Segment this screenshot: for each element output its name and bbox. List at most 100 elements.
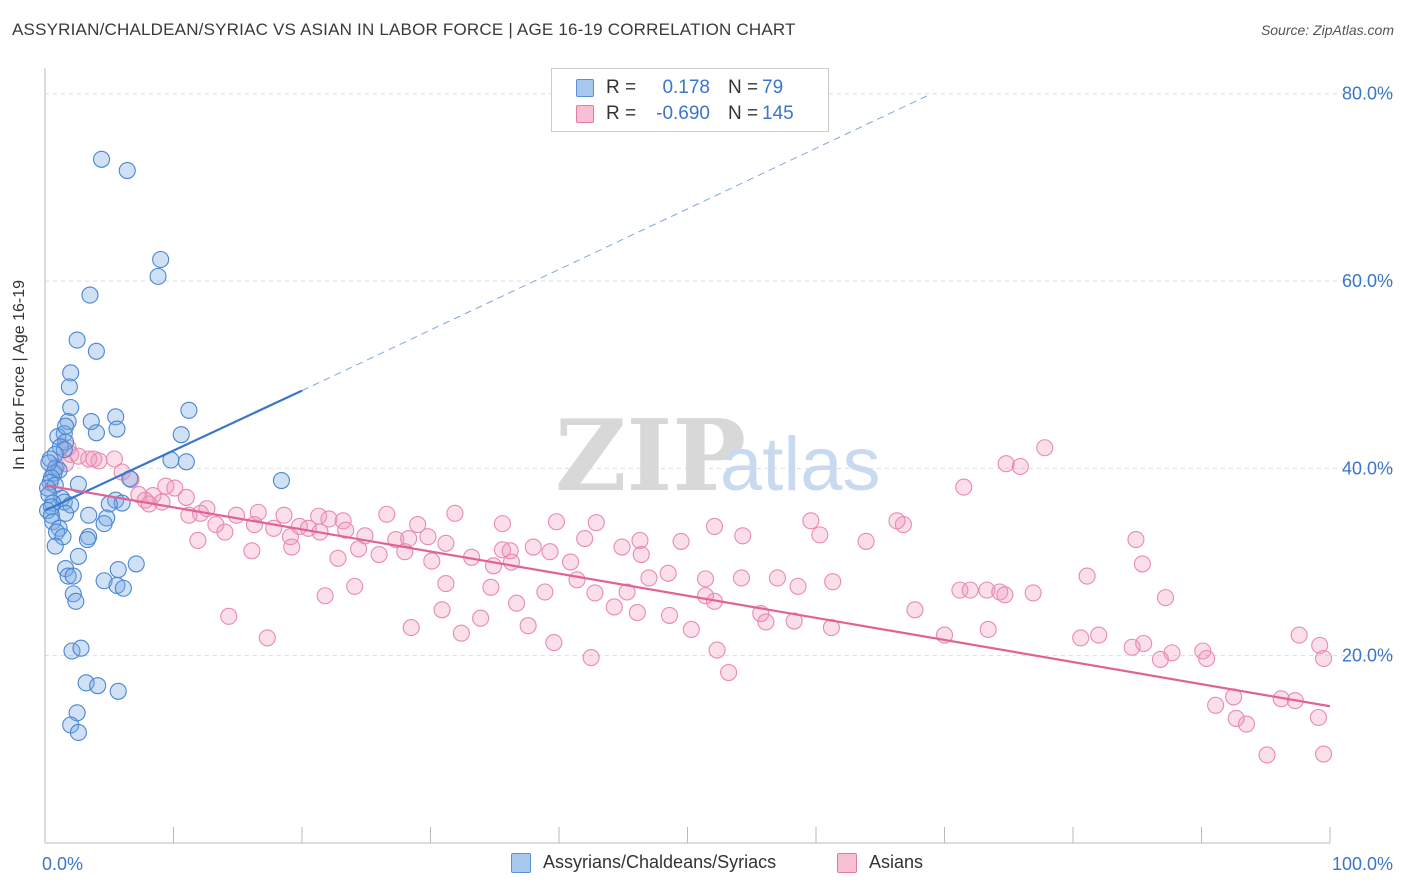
data-point-asians bbox=[245, 516, 264, 534]
legend-label-assyrians: Assyrians/Chaldeans/Syriacs bbox=[543, 852, 777, 872]
data-point-asians bbox=[189, 531, 207, 550]
data-point-asians bbox=[337, 521, 355, 539]
data-point-assyrians bbox=[127, 555, 145, 573]
data-point-assyrians bbox=[107, 408, 125, 426]
chart-title: ASSYRIAN/CHALDEAN/SYRIAC VS ASIAN IN LAB… bbox=[12, 20, 796, 39]
data-point-asians bbox=[536, 583, 554, 601]
data-point-asians bbox=[757, 613, 775, 631]
x-tick-labels: 0.0% 100.0% bbox=[42, 854, 1393, 874]
data-point-asians bbox=[545, 634, 563, 652]
data-point-asians bbox=[576, 530, 594, 548]
data-point-asians bbox=[1258, 746, 1276, 764]
data-point-assyrians bbox=[108, 420, 126, 438]
data-point-assyrians bbox=[81, 286, 99, 304]
data-point-assyrians bbox=[272, 471, 290, 490]
watermark-zip: ZIP bbox=[555, 399, 746, 514]
data-point-assyrians bbox=[95, 572, 113, 590]
data-point-asians bbox=[802, 512, 820, 530]
data-point-assyrians bbox=[62, 398, 80, 417]
data-point-asians bbox=[1156, 589, 1175, 607]
legend-n-value: 79 bbox=[762, 77, 784, 98]
data-point-asians bbox=[482, 578, 500, 596]
data-point-asians bbox=[419, 528, 437, 546]
data-point-asians bbox=[378, 505, 396, 523]
data-point-asians bbox=[547, 513, 565, 531]
data-point-asians bbox=[768, 569, 787, 587]
data-point-assyrians bbox=[44, 513, 62, 531]
data-point-asians bbox=[80, 450, 98, 468]
data-point-asians bbox=[811, 526, 829, 544]
data-point-asians bbox=[1311, 636, 1329, 654]
y-tick-labels: 20.0% 40.0% 60.0% 80.0% bbox=[1342, 84, 1393, 666]
data-point-asians bbox=[682, 620, 700, 639]
data-point-asians bbox=[433, 601, 451, 619]
data-point-assyrians bbox=[87, 424, 105, 442]
legend-row-assyrians: R = 0.178 N = 79 bbox=[576, 76, 783, 100]
data-point-asians bbox=[996, 586, 1014, 604]
data-point-asians bbox=[1309, 708, 1327, 727]
legend-stats: R = 0.178 N = 79 R = -0.690 N = 145 bbox=[551, 68, 829, 132]
data-point-assyrians bbox=[80, 506, 98, 524]
data-point-asians bbox=[423, 552, 441, 570]
y-tick-label: 40.0% bbox=[1342, 458, 1393, 478]
data-point-assyrians bbox=[60, 378, 78, 396]
data-point-assyrians bbox=[92, 150, 111, 168]
x-tick-label: 0.0% bbox=[42, 854, 83, 874]
watermark-atlas: atlas bbox=[720, 422, 881, 507]
gridlines bbox=[45, 93, 1395, 657]
data-point-asians bbox=[346, 577, 364, 595]
legend-swatch-asians bbox=[837, 852, 857, 873]
data-point-asians bbox=[275, 506, 293, 524]
data-point-asians bbox=[978, 581, 996, 599]
data-point-asians bbox=[122, 471, 140, 489]
series-assyrians-points bbox=[39, 150, 290, 742]
data-point-asians bbox=[824, 573, 842, 591]
data-point-asians bbox=[705, 517, 724, 535]
legend-bottom: Assyrians/Chaldeans/Syriacs Asians bbox=[0, 852, 1406, 878]
data-point-asians bbox=[991, 583, 1009, 601]
data-point-assyrians bbox=[109, 560, 127, 579]
data-point-asians bbox=[519, 617, 537, 635]
data-point-assyrians bbox=[69, 547, 87, 565]
data-point-asians bbox=[502, 553, 521, 571]
data-point-asians bbox=[387, 530, 405, 549]
data-point-asians bbox=[370, 545, 388, 564]
data-point-asians bbox=[541, 543, 559, 561]
data-point-asians bbox=[1207, 696, 1225, 714]
data-point-asians bbox=[979, 620, 997, 639]
data-point-assyrians bbox=[114, 579, 132, 597]
legend-item-asians: Asians bbox=[837, 852, 923, 873]
data-point-asians bbox=[632, 545, 650, 564]
data-point-assyrians bbox=[59, 567, 77, 585]
data-point-assyrians bbox=[177, 453, 195, 471]
data-point-asians bbox=[1072, 629, 1090, 647]
data-point-asians bbox=[1198, 649, 1216, 668]
data-point-asians bbox=[613, 538, 631, 556]
data-point-asians bbox=[524, 538, 542, 556]
legend-n-label: N = bbox=[728, 103, 759, 124]
data-point-asians bbox=[660, 606, 679, 624]
data-point-asians bbox=[409, 516, 427, 534]
data-point-asians bbox=[1127, 530, 1145, 549]
trend-line-assyrians-extension bbox=[301, 93, 932, 392]
trend-line-assyrians bbox=[44, 389, 303, 512]
watermark: ZIP atlas bbox=[555, 399, 881, 514]
data-point-asians bbox=[258, 629, 276, 647]
data-point-assyrians bbox=[109, 682, 127, 700]
data-point-assyrians bbox=[62, 364, 80, 382]
data-point-asians bbox=[227, 506, 246, 524]
legend-n-value: 145 bbox=[762, 103, 794, 124]
data-point-asians bbox=[85, 450, 103, 468]
data-point-asians bbox=[734, 527, 752, 545]
data-point-assyrians bbox=[152, 250, 170, 269]
data-point-asians bbox=[1078, 567, 1096, 585]
data-point-assyrians bbox=[40, 454, 58, 472]
data-point-asians bbox=[857, 532, 875, 550]
data-point-asians bbox=[1151, 650, 1169, 668]
data-point-asians bbox=[732, 569, 751, 587]
data-point-asians bbox=[508, 594, 526, 612]
data-point-asians bbox=[243, 542, 261, 560]
data-point-assyrians bbox=[72, 639, 90, 657]
data-point-asians bbox=[955, 478, 973, 496]
data-point-assyrians bbox=[89, 677, 107, 695]
